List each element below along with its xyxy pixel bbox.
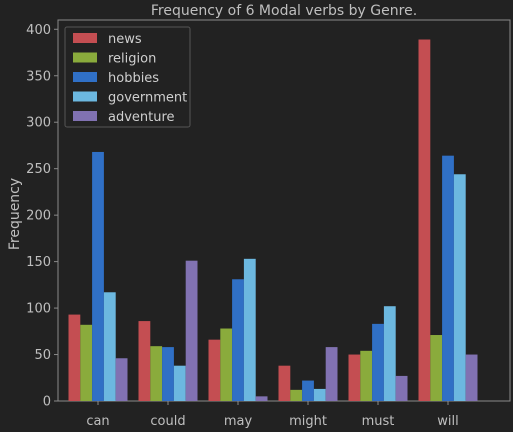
x-tick-label-must: must: [362, 414, 395, 429]
bar-government-may: [243, 258, 256, 401]
y-tick-label: 300: [26, 116, 51, 131]
bar-news-might: [278, 365, 291, 401]
bar-adventure-must: [395, 375, 408, 401]
bar-government-can: [103, 292, 116, 401]
x-tick-label-could: could: [150, 414, 185, 429]
bar-adventure-might: [325, 347, 338, 401]
legend-label-government: government: [108, 91, 187, 106]
chart-title: Frequency of 6 Modal verbs by Genre.: [151, 3, 417, 19]
bar-hobbies-might: [302, 380, 314, 401]
bar-government-might: [313, 388, 326, 401]
bar-government-could: [173, 365, 186, 401]
bar-religion-must: [360, 350, 373, 401]
bar-religion-could: [150, 346, 163, 401]
y-tick-label: 250: [26, 162, 51, 177]
bar-adventure-will: [465, 354, 478, 401]
bar-adventure-could: [185, 260, 198, 401]
legend-label-religion: religion: [108, 52, 156, 67]
legend: news religion hobbies government adventure: [64, 26, 191, 128]
y-tick-label: 50: [34, 348, 51, 363]
legend-label-adventure: adventure: [108, 110, 175, 125]
x-tick-label-can: can: [86, 414, 109, 429]
bar-hobbies-could: [162, 347, 174, 401]
bars: [68, 39, 478, 401]
bar-hobbies-may: [232, 279, 244, 401]
x-tick-label-will: will: [437, 414, 458, 429]
y-tick-label: 200: [26, 209, 51, 224]
y-tick-label: 100: [26, 302, 51, 317]
bar-news-must: [348, 354, 361, 401]
legend-swatch-religion: [73, 52, 97, 63]
legend-label-news: news: [108, 32, 142, 47]
x-tick-label-may: may: [224, 414, 253, 429]
legend-swatch-hobbies: [73, 72, 97, 82]
legend-swatch-government: [73, 91, 97, 102]
y-tick-label: 150: [26, 255, 51, 270]
bar-hobbies-must: [372, 323, 384, 401]
legend-swatch-news: [73, 33, 97, 43]
x-axis: can could may might must will: [86, 401, 459, 429]
bar-hobbies-will: [442, 155, 454, 401]
y-tick-label: 0: [43, 395, 51, 410]
bar-government-must: [383, 306, 396, 401]
bar-news-may: [208, 339, 221, 401]
legend-label-hobbies: hobbies: [108, 71, 159, 86]
legend-swatch-adventure: [73, 111, 97, 121]
bar-news-can: [68, 314, 81, 401]
bar-news-will: [418, 39, 431, 401]
bar-religion-will: [430, 335, 443, 401]
bar-adventure-may: [255, 396, 268, 401]
x-tick-label-might: might: [289, 414, 327, 429]
bar-government-will: [453, 174, 466, 401]
bar-religion-can: [80, 324, 93, 401]
y-tick-label: 350: [26, 69, 51, 84]
bar-hobbies-can: [92, 151, 104, 401]
y-axis-label: Frequency: [7, 178, 23, 250]
y-axis: 0 50 100 150 200 250 300 350 400: [26, 23, 58, 410]
legend-box: [64, 26, 191, 128]
bar-religion-may: [220, 328, 233, 401]
bar-news-could: [138, 321, 151, 401]
y-tick-label: 400: [26, 23, 51, 38]
bar-adventure-can: [115, 358, 128, 401]
bar-religion-might: [290, 389, 303, 401]
